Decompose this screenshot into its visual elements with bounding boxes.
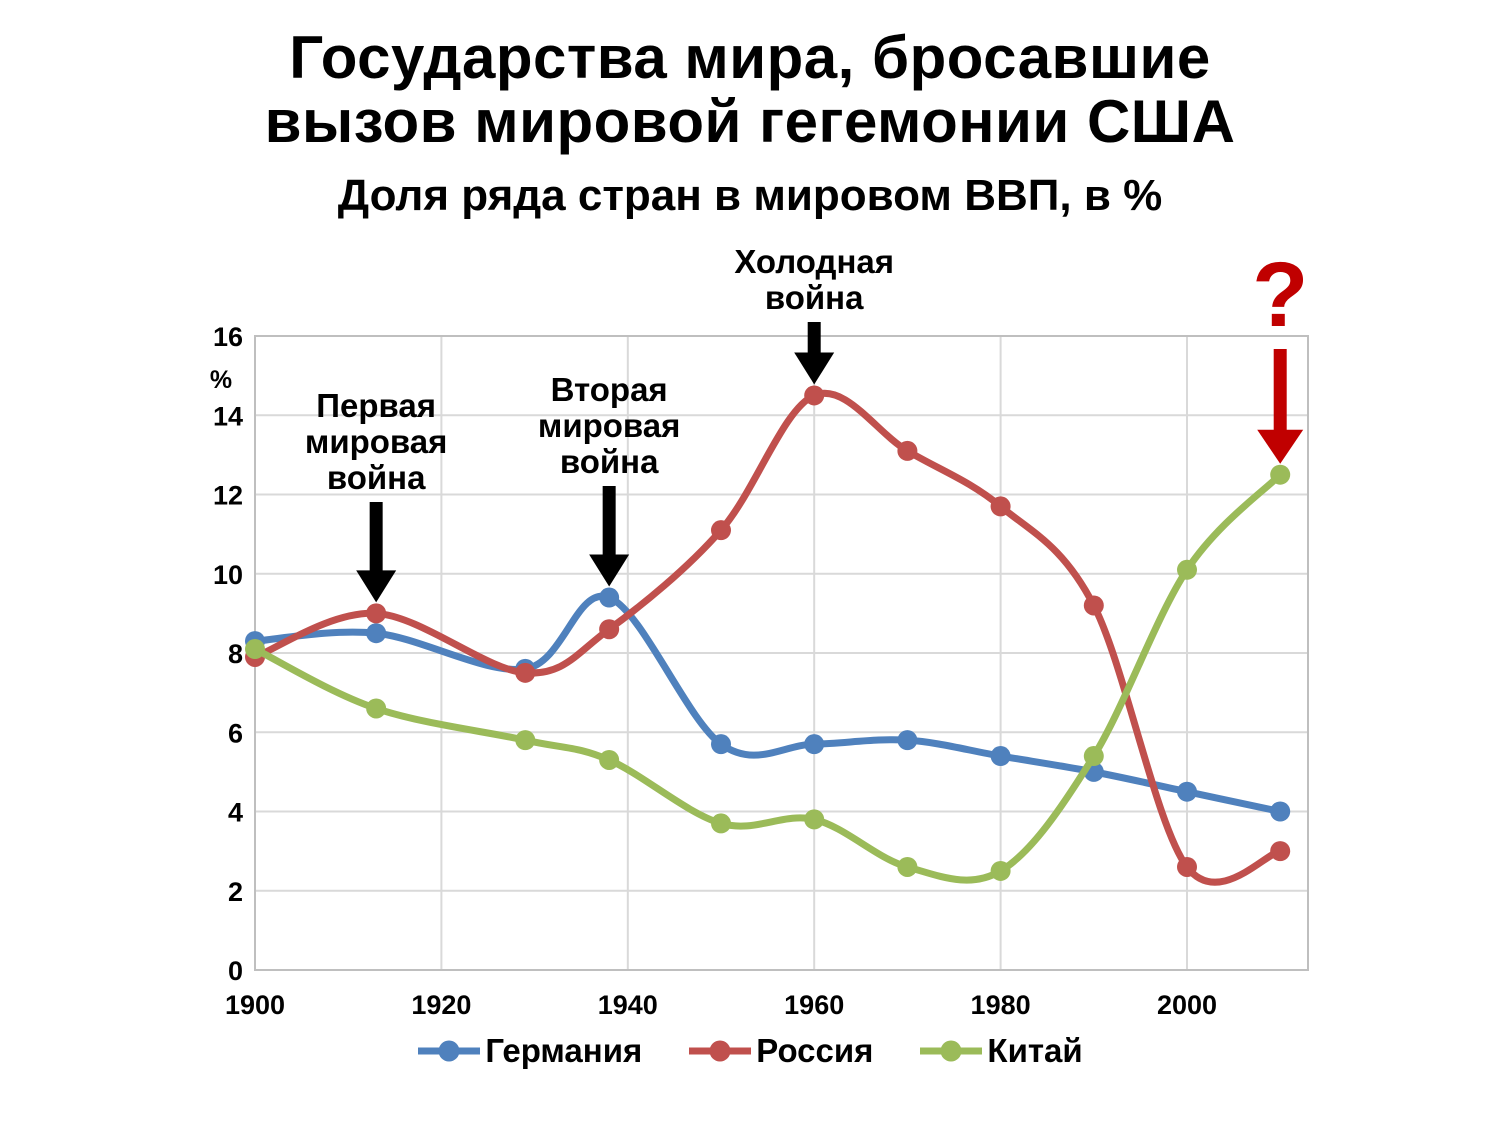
series-marker-russia — [366, 603, 387, 624]
series-line-china — [251, 471, 1284, 884]
legend-item-russia: Россия — [688, 1032, 873, 1070]
series-marker-china — [1177, 559, 1197, 580]
series-marker-china — [515, 730, 536, 751]
series-marker-russia — [599, 619, 620, 640]
x-axis-tick-label: 1920 — [411, 990, 471, 1020]
annotation-arrow-head-cold-war — [794, 352, 835, 385]
legend-marker-dot — [438, 1040, 460, 1062]
y-axis-tick-label: 14 — [213, 401, 243, 431]
series-marker-china — [1083, 746, 1104, 767]
legend-marker-germany — [418, 1040, 481, 1062]
y-axis-tick-label: 0 — [228, 956, 243, 986]
legend-item-china: Китай — [919, 1032, 1083, 1070]
series-marker-russia — [711, 520, 731, 541]
x-axis-tick-label: 1960 — [784, 990, 844, 1020]
series-marker-russia — [1083, 595, 1104, 616]
annotation-line: война — [764, 279, 864, 316]
series-marker-germany — [897, 730, 918, 751]
annotation-line: Вторая — [550, 371, 668, 408]
legend-marker-dot — [709, 1040, 731, 1062]
chart-title: Государства мира, бросавшие вызов мирово… — [0, 26, 1500, 154]
annotation-line: Первая — [316, 387, 437, 424]
annotation-line: война — [326, 459, 426, 496]
series-marker-germany — [804, 734, 825, 755]
legend-item-germany: Германия — [417, 1032, 642, 1070]
annotation-ww1: Первая мировая война — [305, 388, 447, 496]
series-marker-china — [897, 856, 918, 877]
series-marker-germany — [1177, 781, 1197, 802]
series-marker-china — [599, 749, 620, 770]
chart-title-line-2: вызов мировой гегемонии США — [264, 88, 1236, 155]
series-marker-russia — [1270, 841, 1291, 862]
x-axis-tick-label: 1980 — [971, 990, 1031, 1020]
chart-subtitle: Доля ряда стран в мировом ВВП, в % — [337, 171, 1163, 220]
annotation-line: война — [559, 443, 659, 480]
x-axis-tick-label: 1900 — [225, 990, 285, 1020]
y-axis-tick-label: 6 — [228, 718, 243, 748]
legend-marker-russia — [689, 1040, 752, 1062]
annotation-ww2: Вторая мировая война — [538, 372, 680, 480]
series-marker-germany — [599, 587, 620, 608]
series-marker-germany — [990, 746, 1011, 767]
chart-title-line-1: Государства мира, бросавшие — [289, 24, 1211, 91]
series-marker-china — [245, 639, 265, 660]
annotation-cold-war: Холодная война — [734, 244, 894, 316]
series-marker-germany — [711, 734, 731, 755]
series-marker-russia — [990, 496, 1011, 517]
series-marker-china — [804, 809, 825, 830]
legend-marker-dot — [940, 1040, 962, 1062]
legend-marker-china — [920, 1040, 983, 1062]
legend-label-germany: Германия — [485, 1032, 643, 1069]
series-marker-germany — [1270, 801, 1291, 822]
annotation-line: Холодная — [734, 243, 895, 280]
annotation-line: ? — [1252, 244, 1309, 346]
y-axis-tick-label: 4 — [228, 798, 243, 828]
y-axis-tick-label: 2 — [228, 877, 243, 907]
annotation-arrow-head-ww1 — [356, 570, 397, 603]
series-marker-china — [1270, 464, 1291, 485]
y-axis-tick-label: 16 — [213, 322, 243, 352]
chart-legend: Германия Россия Китай — [0, 1032, 1500, 1070]
series-marker-china — [990, 860, 1011, 881]
y-axis-tick-label: 10 — [213, 560, 243, 590]
series-marker-china — [711, 813, 731, 834]
series-marker-russia — [897, 440, 918, 461]
annotation-arrow-head-ww2 — [589, 554, 630, 587]
series-marker-russia — [804, 385, 825, 406]
annotation-line: мировая — [304, 423, 448, 460]
annotation-arrow-head-question — [1257, 429, 1304, 464]
series-marker-russia — [515, 662, 536, 683]
y-axis-unit-label: % — [210, 366, 232, 394]
y-axis-tick-label: 12 — [213, 481, 243, 511]
x-axis-tick-label: 2000 — [1157, 990, 1217, 1020]
series-marker-germany — [366, 623, 387, 644]
y-axis-tick-label: 8 — [228, 639, 243, 669]
annotation-line: мировая — [537, 407, 681, 444]
x-axis-tick-label: 1940 — [598, 990, 658, 1020]
series-marker-russia — [1177, 856, 1197, 877]
series-marker-china — [366, 698, 387, 719]
legend-label-russia: Россия — [756, 1032, 874, 1069]
annotation-question: ? — [1252, 248, 1308, 343]
legend-label-china: Китай — [987, 1032, 1083, 1069]
